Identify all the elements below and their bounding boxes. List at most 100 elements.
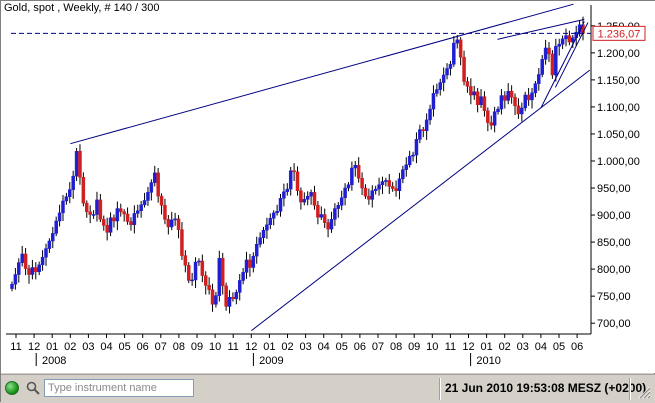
x-tick-label: 06	[137, 341, 149, 353]
x-tick-label: 11	[445, 341, 456, 353]
candle	[40, 256, 45, 266]
candle	[503, 95, 507, 101]
candle	[115, 208, 120, 222]
candle	[309, 192, 313, 197]
candle	[285, 188, 290, 193]
candle	[88, 211, 92, 215]
candle	[169, 219, 174, 228]
candle	[142, 200, 147, 206]
x-tick-label: 04	[318, 341, 330, 353]
candle	[254, 243, 259, 257]
candle	[136, 210, 140, 214]
candle	[95, 199, 99, 215]
candle	[207, 285, 211, 290]
candle	[523, 94, 527, 109]
candle	[68, 189, 72, 197]
candle	[567, 35, 572, 43]
candle	[271, 212, 276, 219]
candle	[526, 94, 531, 101]
y-tick-label: 800,00	[597, 264, 631, 276]
candle	[411, 154, 415, 157]
x-tick-label: 09	[408, 341, 420, 353]
candle	[299, 190, 303, 203]
candle	[496, 108, 500, 113]
candle	[166, 219, 171, 228]
candle	[482, 96, 487, 111]
trendline[interactable]	[540, 21, 585, 109]
status-divider	[629, 378, 631, 400]
candle	[547, 47, 551, 55]
x-tick-label: 08	[173, 341, 185, 353]
y-tick-label: 950,00	[597, 183, 631, 195]
resize-grip-icon[interactable]	[635, 383, 651, 399]
instrument-search-input[interactable]	[44, 379, 194, 397]
x-tick-label: 01	[480, 341, 492, 353]
candle	[149, 182, 154, 193]
candle	[54, 220, 58, 234]
candle	[217, 258, 222, 296]
y-tick-label: 1.000,00	[597, 156, 640, 168]
x-tick-label: 12	[245, 341, 257, 353]
candle	[227, 296, 232, 307]
status-bar: 21 Jun 2010 19:53:08 MESZ (+0200)	[1, 374, 655, 403]
candle	[360, 178, 364, 189]
candle	[44, 248, 48, 258]
candle	[241, 272, 245, 281]
candle	[431, 93, 436, 110]
candle	[363, 187, 368, 197]
candle	[251, 255, 256, 268]
candle	[401, 169, 405, 180]
candle	[295, 171, 300, 191]
candle	[452, 42, 456, 65]
x-tick-label: 07	[155, 341, 167, 353]
trendline[interactable]	[497, 18, 585, 40]
candle	[513, 96, 517, 107]
x-tick-label: 01	[263, 341, 275, 353]
x-tick-label: 05	[336, 341, 348, 353]
candle	[275, 211, 279, 214]
candle	[462, 56, 466, 82]
connection-status-icon	[5, 381, 19, 395]
x-tick-label: 06	[354, 341, 366, 353]
candle	[404, 164, 409, 170]
candle	[57, 212, 62, 222]
y-tick-label: 850,00	[597, 237, 631, 249]
x-tick-label: 03	[82, 341, 94, 353]
x-tick-label: 11	[10, 341, 21, 353]
candle	[367, 195, 371, 200]
candle	[571, 37, 575, 43]
candle	[319, 214, 324, 218]
candle	[30, 267, 35, 275]
candle	[356, 165, 361, 179]
candle	[237, 280, 242, 293]
y-tick-label: 1.200,00	[597, 48, 640, 60]
candle	[509, 90, 514, 98]
x-tick-label: 05	[553, 341, 565, 353]
candle	[441, 74, 446, 83]
candle	[282, 191, 286, 199]
candle	[448, 63, 453, 69]
year-label: 2010	[476, 355, 500, 367]
trendline[interactable]	[70, 3, 574, 145]
candle	[560, 38, 565, 45]
candle	[61, 200, 65, 214]
candle	[540, 59, 544, 75]
trendline[interactable]	[554, 22, 589, 88]
price-chart[interactable]: 700,00 750,00 800,00 850,00 900,00 950,00 1.00…	[1, 1, 655, 373]
chart-area[interactable]: 700,00 750,00 800,00 850,00 900,00 950,00 1.00…	[1, 1, 655, 373]
candle	[302, 199, 307, 203]
candle	[469, 86, 473, 96]
candle	[492, 111, 497, 126]
candle	[329, 219, 334, 230]
candle	[102, 219, 106, 226]
candle	[333, 208, 337, 220]
x-tick-label: 10	[209, 341, 221, 353]
candle	[176, 218, 181, 230]
trendline[interactable]	[250, 69, 591, 332]
candle	[146, 192, 150, 201]
candle	[458, 39, 463, 58]
x-tick-label: 02	[64, 341, 76, 353]
search-icon[interactable]	[24, 379, 42, 397]
candle	[336, 205, 341, 209]
candle	[428, 108, 432, 121]
